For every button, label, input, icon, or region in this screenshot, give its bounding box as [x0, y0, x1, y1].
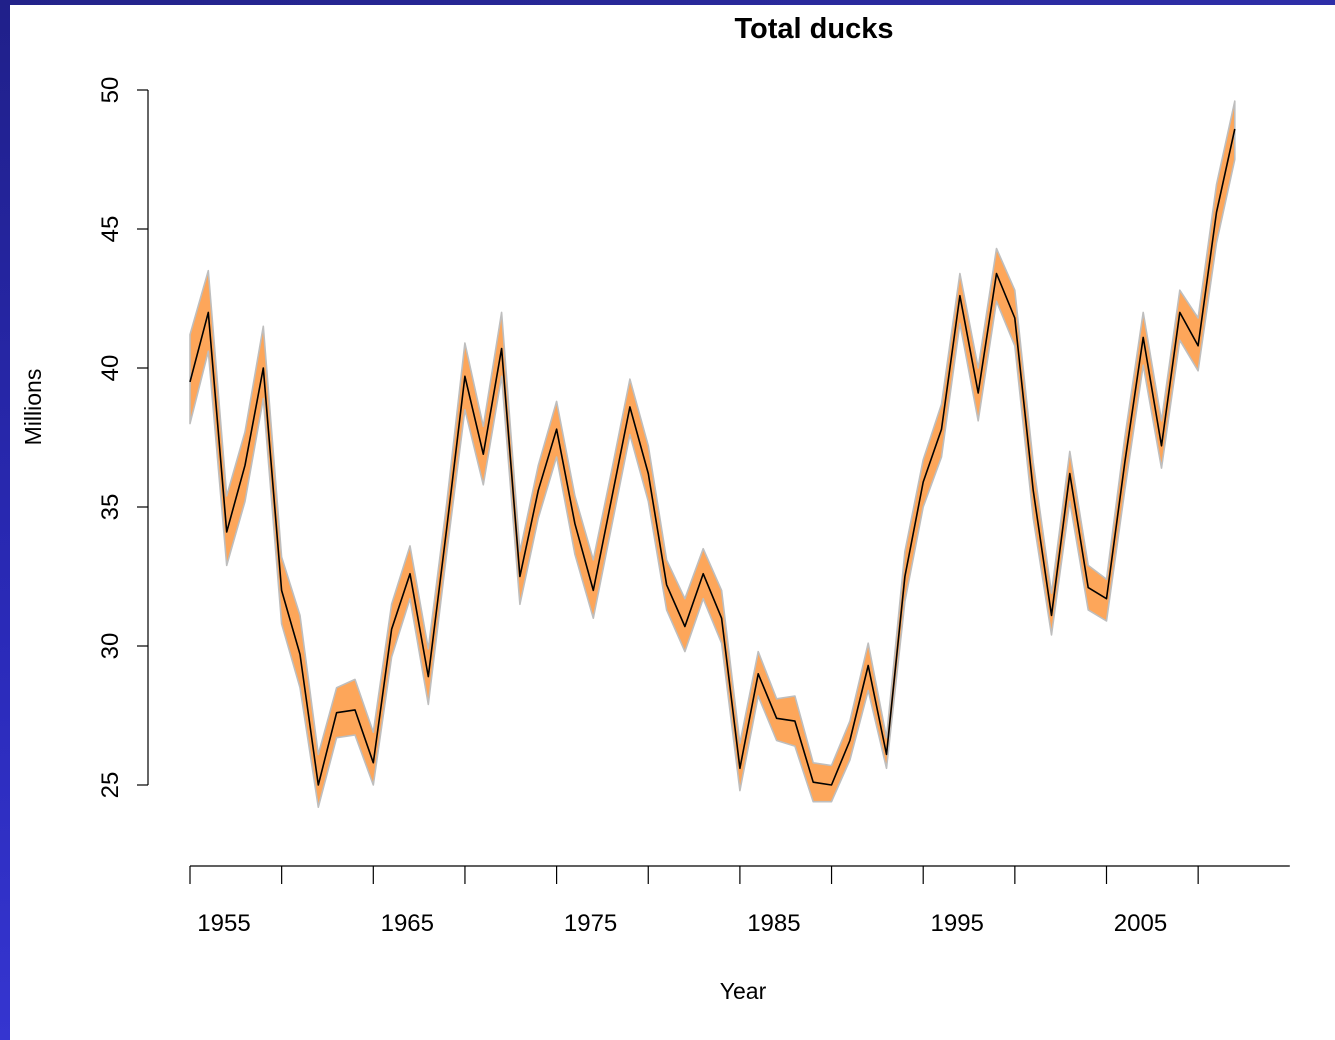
y-tick-label: 30: [97, 633, 124, 660]
y-axis-label: Millions: [20, 369, 46, 446]
x-tick-label: 1985: [747, 910, 800, 937]
y-tick-label: 50: [97, 77, 124, 104]
y-tick-label: 35: [97, 494, 124, 521]
slide-border-left: [0, 0, 10, 1040]
x-axis-label: Year: [720, 978, 767, 1004]
y-tick-label: 25: [97, 772, 124, 799]
x-tick-label: 1975: [564, 910, 617, 937]
x-tick-label: 1955: [197, 910, 250, 937]
y-tick-label: 45: [97, 216, 124, 243]
series-line: [189, 128, 1236, 786]
y-tick-label: 40: [97, 355, 124, 382]
confidence-band: [189, 100, 1236, 808]
y-axis: 25 30 35 40 45 50: [97, 77, 149, 799]
plot-area: [189, 100, 1236, 808]
x-tick-label: 1965: [381, 910, 434, 937]
x-tick-label: 1995: [931, 910, 984, 937]
x-tick-label: 2005: [1114, 910, 1167, 937]
chart-title: Total ducks: [735, 13, 894, 45]
x-axis: 1955 1965 1975 1985 1995 2005: [189, 865, 1290, 937]
slide-border-top: [0, 0, 1335, 5]
